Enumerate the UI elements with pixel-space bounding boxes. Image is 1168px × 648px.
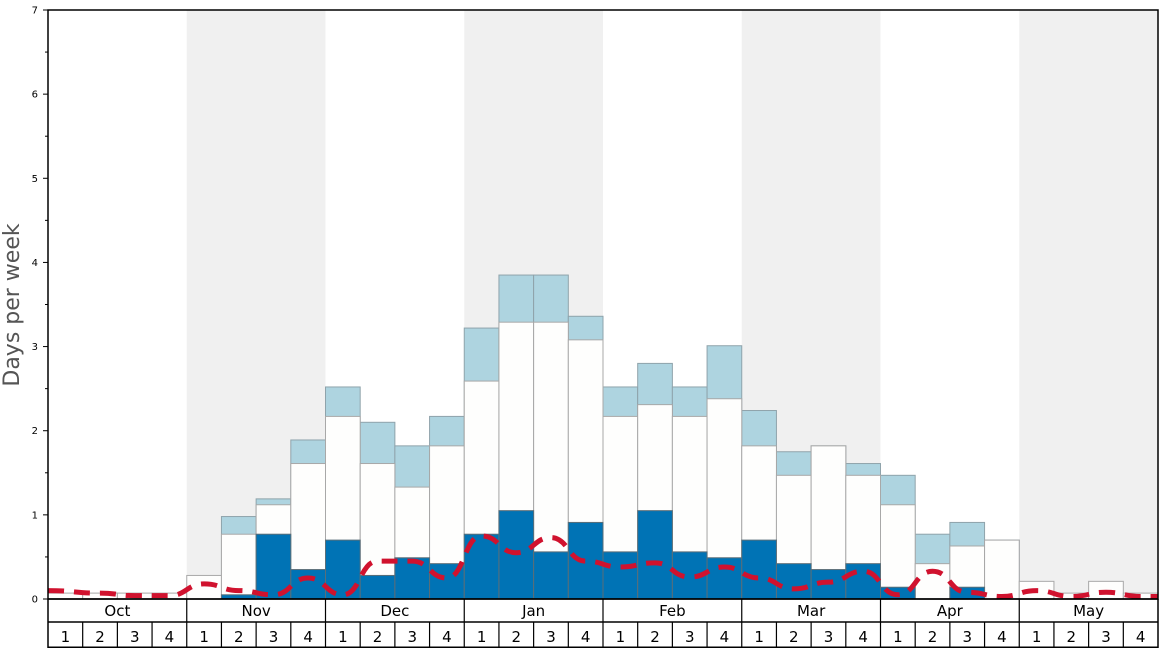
month-label-dec: Dec [380, 602, 409, 620]
month-label-apr: Apr [937, 602, 964, 620]
bar-dark-21 [741, 539, 777, 600]
week-label-oct-2: 2 [95, 628, 105, 646]
bar-dark-10 [359, 574, 396, 600]
month-label-mar: Mar [797, 602, 826, 620]
week-label-apr-1: 1 [893, 628, 903, 646]
week-label-may-3: 3 [1101, 628, 1111, 646]
bar-mid-25 [880, 504, 916, 600]
y-tick-label-7: 7 [32, 6, 38, 17]
week-label-apr-2: 2 [928, 628, 938, 646]
week-label-mar-1: 1 [754, 628, 764, 646]
week-label-dec-2: 2 [373, 628, 383, 646]
week-label-nov-2: 2 [234, 628, 244, 646]
month-label-feb: Feb [659, 602, 686, 620]
month-label-nov: Nov [241, 602, 270, 620]
bar-dark-22 [775, 563, 812, 600]
bar-dark-11 [394, 557, 431, 600]
week-label-apr-3: 3 [962, 628, 972, 646]
week-label-nov-1: 1 [199, 628, 209, 646]
week-label-jan-1: 1 [477, 628, 487, 646]
week-label-may-2: 2 [1067, 628, 1077, 646]
y-tick-label-1: 1 [32, 510, 38, 521]
x-axis: Oct 1 2 3 4 Nov 1 2 3 4 Dec 1 2 3 4 Jan 1 2 3 4 Feb 1 2 3 4 Mar 1 2… [47, 598, 1159, 648]
y-axis-label: Days per week [0, 223, 25, 386]
week-label-may-1: 1 [1032, 628, 1042, 646]
week-label-mar-2: 2 [789, 628, 799, 646]
week-label-oct-3: 3 [130, 628, 140, 646]
bar-mid-28 [984, 539, 1020, 600]
week-label-dec-3: 3 [407, 628, 417, 646]
y-tick-label-4: 4 [32, 258, 38, 269]
bar-dark-8 [290, 569, 326, 600]
week-label-jan-3: 3 [546, 628, 556, 646]
y-tick-label-0: 0 [32, 595, 38, 606]
week-label-jan-4: 4 [581, 628, 591, 646]
week-label-nov-4: 4 [303, 628, 313, 646]
y-axis: 0 1 2 3 4 5 6 7 [32, 6, 48, 606]
dark-bars [220, 510, 986, 600]
week-label-feb-3: 3 [685, 628, 695, 646]
week-label-feb-2: 2 [650, 628, 660, 646]
month-shade-may [1019, 10, 1158, 599]
week-label-dec-1: 1 [338, 628, 348, 646]
week-label-mar-3: 3 [824, 628, 834, 646]
week-label-jan-2: 2 [512, 628, 522, 646]
week-label-dec-4: 4 [442, 628, 452, 646]
y-tick-label-5: 5 [32, 174, 38, 185]
week-label-may-4: 4 [1136, 628, 1146, 646]
y-tick-label-6: 6 [32, 90, 38, 101]
week-label-oct-4: 4 [165, 628, 175, 646]
week-label-mar-4: 4 [858, 628, 868, 646]
bar-dark-20 [706, 557, 743, 600]
week-label-feb-1: 1 [616, 628, 626, 646]
week-label-nov-3: 3 [269, 628, 279, 646]
week-label-apr-4: 4 [997, 628, 1007, 646]
month-label-jan: Jan [521, 602, 545, 620]
bar-dark-18 [637, 510, 673, 600]
month-label-may: May [1073, 602, 1104, 620]
month-label-oct: Oct [104, 602, 130, 620]
week-label-feb-4: 4 [720, 628, 730, 646]
bar-dark-15 [533, 551, 569, 600]
y-tick-label-2: 2 [32, 426, 38, 437]
y-tick-label-3: 3 [32, 342, 38, 353]
bar-dark-17 [602, 551, 639, 600]
bar-dark-24 [845, 563, 881, 600]
week-label-oct-1: 1 [61, 628, 71, 646]
